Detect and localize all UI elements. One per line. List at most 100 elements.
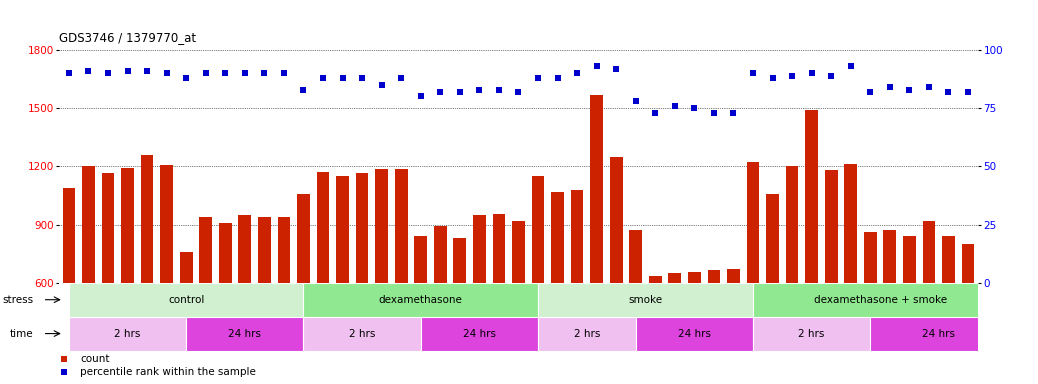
Point [784,73,800,79]
Text: 2 hrs: 2 hrs [114,329,141,339]
Point [276,70,293,76]
Bar [303,283,538,317]
Text: percentile rank within the sample: percentile rank within the sample [80,367,256,377]
Point [529,75,546,81]
Point [921,84,937,90]
Point [491,86,508,93]
Text: count: count [80,354,110,364]
Point [256,70,273,76]
Point [119,68,136,74]
Bar [160,166,173,283]
Text: 24 hrs: 24 hrs [678,329,711,339]
Point [862,89,878,95]
Text: dexamethasone + smoke: dexamethasone + smoke [814,295,947,305]
Text: GDS3746 / 1379770_at: GDS3746 / 1379770_at [59,31,196,44]
Text: 24 hrs: 24 hrs [228,329,262,339]
Bar [753,317,870,351]
Point [589,63,605,69]
Bar [121,168,134,283]
Point [510,89,526,95]
Bar [394,169,408,283]
Bar [336,176,349,283]
Point [744,70,761,76]
Bar [62,188,76,283]
Point [295,86,311,93]
Bar [219,223,231,283]
Point [315,75,331,81]
Point [960,89,977,95]
Bar [102,173,114,283]
Bar [708,270,720,283]
Bar [186,317,303,351]
Bar [766,194,778,283]
Point [237,70,253,76]
Point [608,66,625,72]
Point [686,105,703,111]
Bar [180,252,193,283]
Bar [434,225,446,283]
Bar [571,190,583,283]
Text: 24 hrs: 24 hrs [463,329,496,339]
Bar [69,317,186,351]
Point [55,369,72,375]
Bar [610,157,623,283]
Text: 24 hrs: 24 hrs [922,329,955,339]
Point [452,89,468,95]
Point [197,70,214,76]
Text: smoke: smoke [628,295,662,305]
Bar [870,317,1007,351]
Bar [753,283,1007,317]
Bar [317,172,329,283]
Bar [883,230,896,283]
Text: time: time [9,329,33,339]
Text: 2 hrs: 2 hrs [574,329,600,339]
Bar [538,317,635,351]
Point [139,68,156,74]
Text: dexamethasone: dexamethasone [379,295,463,305]
Point [412,93,429,99]
Point [823,73,840,79]
Bar [141,155,154,283]
Bar [239,215,251,283]
Bar [668,273,681,283]
Text: 2 hrs: 2 hrs [349,329,376,339]
Bar [356,173,368,283]
Point [764,75,781,81]
Bar [746,162,760,283]
Bar [591,94,603,283]
Bar [473,215,486,283]
Bar [538,283,753,317]
Point [177,75,194,81]
Point [100,70,116,76]
Point [354,75,371,81]
Point [393,75,410,81]
Point [940,89,957,95]
Bar [297,194,309,283]
Point [549,75,566,81]
Bar [376,169,388,283]
Point [627,98,644,104]
Point [881,84,898,90]
Bar [923,221,935,283]
Point [334,75,351,81]
Text: 2 hrs: 2 hrs [798,329,825,339]
Bar [531,176,544,283]
Bar [844,164,857,283]
Bar [635,317,753,351]
Point [55,356,72,362]
Bar [420,317,538,351]
Point [159,70,175,76]
Bar [512,221,525,283]
Point [803,70,820,76]
Bar [454,238,466,283]
Bar [551,192,564,283]
Bar [649,276,661,283]
Point [471,86,488,93]
Point [217,70,234,76]
Bar [493,214,506,283]
Point [569,70,585,76]
Point [374,82,390,88]
Bar [199,217,212,283]
Bar [728,269,740,283]
Bar [961,244,975,283]
